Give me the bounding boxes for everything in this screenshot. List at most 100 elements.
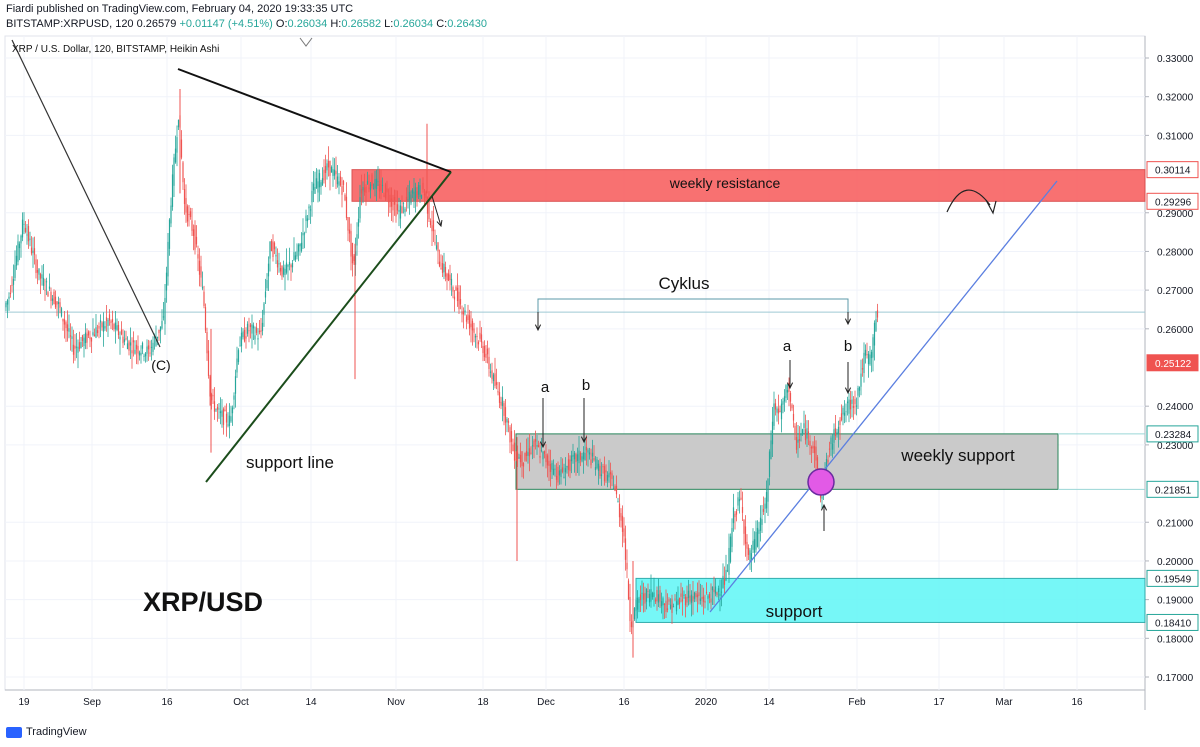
candle-body	[411, 189, 414, 194]
candle-body	[549, 463, 552, 472]
candle-body	[522, 462, 525, 467]
candle-body	[714, 586, 717, 594]
highlight-circle	[807, 468, 835, 496]
candle-body	[342, 180, 345, 185]
candle-body	[761, 519, 763, 525]
y-tick-label: 0.19000	[1157, 596, 1194, 607]
candle-body	[132, 340, 135, 343]
candle-body	[690, 594, 693, 603]
candle-body	[833, 429, 835, 443]
candle-body	[197, 254, 199, 259]
candle-body	[29, 238, 31, 240]
candle-body	[260, 330, 262, 332]
candle-body	[746, 541, 748, 549]
candle-body	[524, 453, 526, 461]
candle-body	[584, 453, 586, 461]
candle-body	[246, 323, 249, 334]
candle-body	[186, 206, 189, 222]
candle-body	[738, 499, 741, 502]
candle-body	[486, 348, 489, 355]
candle-body	[189, 211, 192, 217]
candle-body	[101, 322, 103, 328]
candle-body	[15, 255, 18, 266]
label-b-2: b	[844, 338, 852, 355]
candle-body	[546, 455, 549, 466]
candle-body	[459, 299, 462, 305]
x-tick-label: Oct	[233, 697, 249, 708]
candle-body	[51, 298, 54, 301]
candle-body	[24, 227, 27, 232]
candle-body	[869, 354, 871, 365]
candle-body	[860, 373, 862, 387]
candle-body	[528, 448, 531, 457]
candle-body	[660, 601, 663, 607]
candle-body	[795, 437, 798, 450]
candle-body	[465, 316, 468, 322]
candle-body	[423, 193, 426, 196]
candle-body	[780, 403, 783, 420]
candle-body	[23, 223, 25, 225]
candle-body	[647, 590, 649, 592]
candle-body	[242, 331, 244, 338]
candle-body	[521, 451, 523, 466]
published-info: Fiardi published on TradingView.com, Feb…	[6, 3, 354, 15]
candle-body	[5, 302, 7, 308]
support-line	[205, 171, 452, 483]
candle-body	[645, 588, 648, 602]
candle-body	[449, 274, 451, 281]
candle-body	[453, 296, 456, 300]
candle-body	[806, 428, 808, 439]
candle-body	[266, 279, 268, 289]
label-support-line: support line	[246, 453, 334, 472]
candle-body	[33, 248, 36, 255]
candle-body	[588, 452, 591, 455]
candle-body	[554, 468, 556, 470]
candle-body	[240, 332, 243, 347]
candle-body	[314, 187, 316, 194]
candle-body	[657, 594, 660, 603]
candle-body	[126, 343, 129, 350]
candle-body	[312, 183, 315, 191]
x-tick-label: Nov	[387, 697, 405, 708]
candle-body	[440, 268, 442, 270]
candle-body	[20, 235, 22, 244]
candle-body	[512, 444, 514, 452]
candle-body	[432, 220, 435, 232]
candle-body	[725, 569, 727, 581]
candle-body	[614, 486, 616, 491]
candle-body	[564, 468, 567, 473]
candle-body	[605, 470, 607, 473]
candle-body	[747, 547, 750, 555]
candle-body	[719, 593, 721, 596]
close-label: C:	[436, 18, 448, 30]
price-tag-label: 0.29296	[1155, 197, 1192, 208]
candle-body	[80, 341, 82, 349]
candle-body	[276, 260, 279, 268]
candle-body	[501, 397, 504, 406]
candle-body	[62, 318, 64, 322]
candle-body	[548, 460, 550, 467]
candle-body	[393, 196, 396, 205]
candle-body	[705, 591, 708, 594]
candle-body	[53, 291, 55, 305]
candle-body	[663, 603, 666, 606]
low-value: 0.26034	[393, 18, 434, 30]
candle-body	[344, 194, 346, 201]
candle-body	[473, 328, 475, 333]
candle-body	[245, 336, 247, 339]
candle-body	[149, 352, 151, 354]
candle-body	[89, 336, 91, 340]
candle-body	[221, 410, 223, 417]
candle-body	[804, 429, 807, 441]
candle-body	[821, 496, 823, 499]
candle-body	[335, 170, 337, 175]
candle-body	[600, 474, 603, 477]
candle-body	[519, 454, 522, 463]
candle-body	[717, 588, 720, 593]
candle-body	[78, 342, 81, 349]
candle-body	[318, 173, 321, 188]
candle-body	[812, 445, 814, 449]
candle-body	[794, 425, 796, 434]
candle-body	[72, 344, 75, 355]
